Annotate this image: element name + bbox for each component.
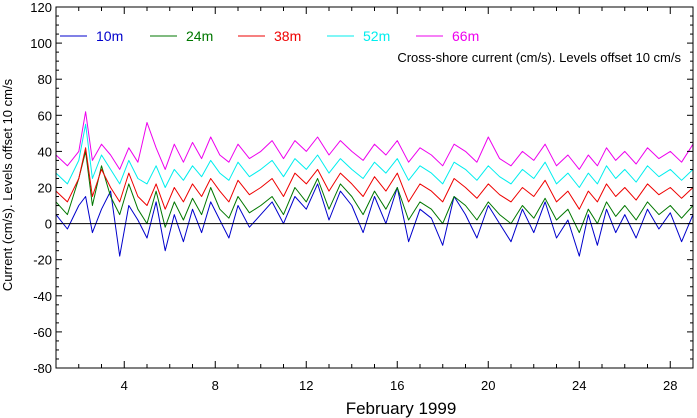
legend-label-24m: 24m (186, 28, 213, 44)
x-tick-label: 20 (481, 378, 495, 393)
legend-label-66m: 66m (452, 28, 479, 44)
legend-label-52m: 52m (363, 28, 390, 44)
x-tick-label: 24 (572, 378, 586, 393)
y-tick-label: -40 (33, 289, 52, 304)
y-tick-label: 60 (38, 108, 52, 123)
axes-layer: -80 -60 -40 -20 0 20 40 60 80 100 120 4 8 12 16 20 24 28 (30, 0, 694, 393)
series-line-24m (55, 150, 694, 234)
y-tick-label: 80 (38, 72, 52, 87)
y-tick-label: 100 (30, 36, 52, 51)
y-tick-label: 20 (38, 181, 52, 196)
y-tick-label: -20 (33, 253, 52, 268)
series-line-10m (55, 183, 694, 257)
y-axis-label: Current (cm/s). Levels offset 10 cm/s (0, 78, 15, 291)
x-tick-label: 12 (299, 378, 313, 393)
legend-label-38m: 38m (274, 28, 301, 44)
series-line-66m (55, 111, 694, 170)
legend: 10m 24m 38m 52m 66m (60, 28, 479, 44)
y-tick-label: 40 (38, 144, 52, 159)
y-tick-label: 120 (30, 0, 52, 15)
x-axis-label: February 1999 (346, 399, 457, 418)
x-tick-label: 28 (663, 378, 677, 393)
series-layer (55, 111, 694, 257)
legend-label-10m: 10m (96, 28, 123, 44)
y-tick-label: -60 (33, 325, 52, 340)
series-line-52m (55, 123, 694, 188)
y-tick-label: 0 (45, 217, 52, 232)
series-line-38m (55, 147, 694, 210)
x-tick-label: 16 (390, 378, 404, 393)
y-tick-label: -80 (33, 361, 52, 376)
x-tick-label: 8 (212, 378, 219, 393)
chart-annotation: Cross-shore current (cm/s). Levels offse… (397, 50, 681, 65)
x-tick-label: 4 (121, 378, 128, 393)
